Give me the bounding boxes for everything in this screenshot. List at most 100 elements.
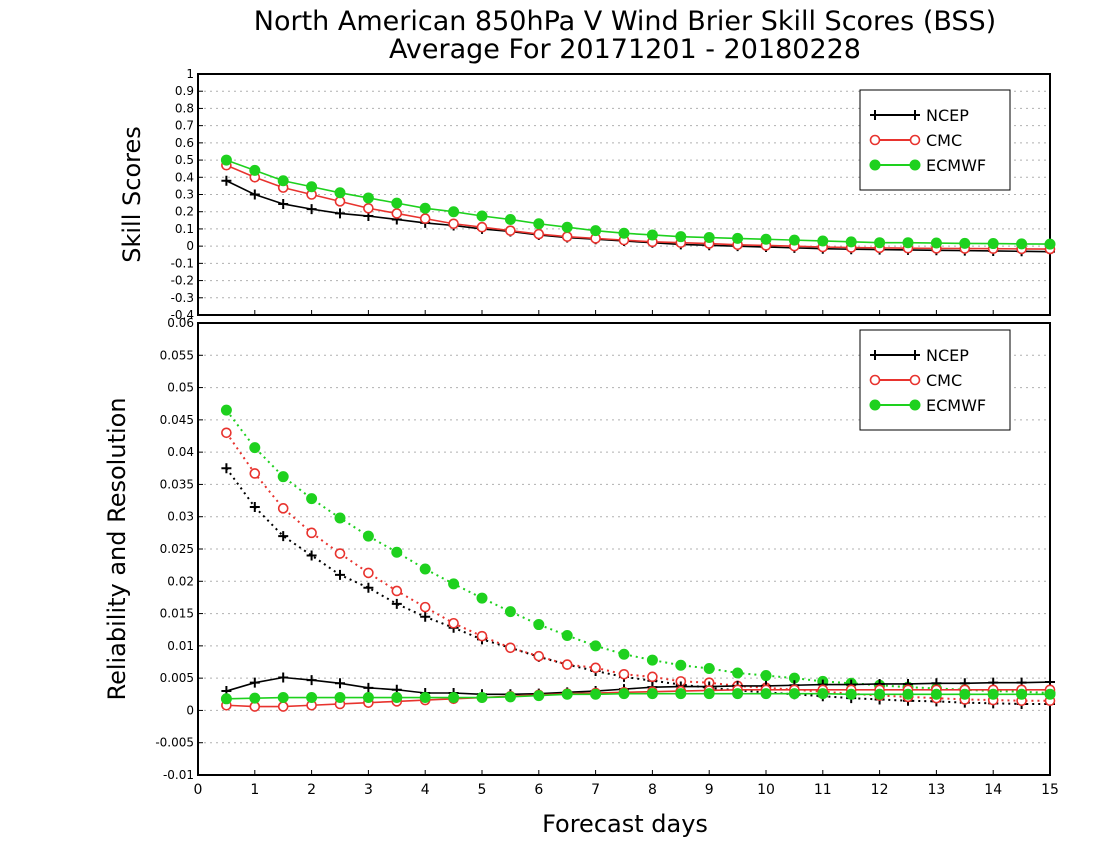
data-point-ncep [278,672,289,683]
y-tick-label: 0.06 [167,316,194,330]
legend-label-ecmwf: ECMWF [926,396,986,415]
data-point-ecmwf [760,233,772,245]
legend: NCEP CMC ECMWF [859,329,1011,431]
data-point-ncep [391,598,402,609]
data-point-ecmwf [419,692,431,704]
data-point-ecmwf [845,236,857,248]
data-point-ncep [306,550,317,561]
data-point-cmc [505,642,516,654]
data-point-cmc [448,218,459,230]
data-point-ecmwf [590,688,602,700]
y-tick-label: -0.2 [171,274,194,288]
legend-marker-ncep [910,350,920,360]
y-tick-label: -0.01 [163,768,194,782]
data-point-ecmwf [1044,688,1056,700]
y-tick-label: 0.025 [160,542,194,556]
y-tick-label: 0.045 [160,413,194,427]
data-point-ncep [221,463,232,474]
series-line-cmc-dotted [225,432,1050,702]
data-point-ecmwf [930,688,942,700]
x-tick-label: 2 [307,782,316,798]
data-point-ecmwf [334,512,346,524]
x-tick-label: 6 [534,782,543,798]
data-point-ecmwf [220,154,232,166]
data-point-ecmwf [277,692,289,704]
data-point-cmc [363,567,374,579]
data-point-ncep [363,682,374,693]
data-point-ecmwf [334,187,346,199]
data-point-ecmwf [590,225,602,237]
data-point-ecmwf [306,493,318,505]
data-point-ecmwf [817,235,829,247]
legend-label-cmc: CMC [926,131,962,150]
data-point-ecmwf [618,227,630,239]
data-point-ecmwf [845,688,857,700]
data-point-ecmwf [703,662,715,674]
x-tick-label: 3 [364,782,373,798]
y-tick-label: 0.035 [160,477,194,491]
data-point-ecmwf [959,688,971,700]
y-tick-label: 0.5 [175,153,194,167]
data-point-ecmwf [987,688,999,700]
plot-frame [197,322,1051,776]
y-tick-label: 1 [186,67,194,81]
y-tick-label: 0.9 [175,84,194,98]
data-point-ecmwf [760,670,772,682]
data-point-ecmwf [646,654,658,666]
data-point-cmc [334,548,346,559]
chart-subtitle: Average For 20171201 - 20180228 [389,34,861,65]
data-point-cmc [448,617,459,629]
data-point-cmc [590,662,601,674]
x-tick-label: 10 [757,782,775,798]
x-tick-label: 12 [871,782,889,798]
data-point-cmc [533,650,545,662]
data-point-ecmwf [902,237,914,249]
data-point-ecmwf [987,238,999,250]
data-point-cmc [363,202,374,214]
data-point-cmc [391,208,403,219]
data-point-ecmwf [391,546,403,558]
chart-title: North American 850hPa V Wind Brier Skill… [254,6,996,37]
data-point-ecmwf [561,688,573,700]
data-point-ecmwf [220,693,232,705]
x-tick-label: 9 [705,782,714,798]
data-point-cmc [221,427,232,439]
y-tick-label: 0.055 [160,348,194,362]
data-point-ecmwf [618,688,630,700]
data-point-ncep [306,675,317,686]
data-point-cmc [277,701,289,712]
data-point-ecmwf [448,206,460,218]
legend: NCEP CMC ECMWF [859,89,1011,191]
series-line-ncep-dotted [225,467,1050,705]
data-point-ecmwf [561,630,573,642]
y-tick-label: 0.015 [160,607,194,621]
data-point-cmc [476,630,488,642]
data-point-ecmwf [930,237,942,249]
data-point-ecmwf [561,221,573,233]
data-point-ecmwf [306,692,318,704]
y-tick-label: 0.1 [175,222,194,236]
y-tick-label: -0.4 [171,308,194,322]
y-tick-label: 0.2 [175,205,194,219]
data-point-ncep [249,502,260,513]
y-tick-label: 0.03 [167,510,194,524]
data-point-ecmwf [448,578,460,590]
data-point-ecmwf [703,688,715,700]
data-point-ecmwf [788,234,800,246]
data-point-ecmwf [874,237,886,249]
reliability-resolution-panel: -0.01 -0.005 0 0.005 0.01 0.015 0.02 0.025 0.03 0… [103,316,1059,798]
y-tick-label: 0.005 [160,671,194,685]
data-point-ncep [335,678,345,689]
data-point-ecmwf [618,648,630,660]
data-point-ecmwf [249,692,261,704]
x-tick-label: 15 [1041,782,1059,798]
y-tick-label: 0.8 [175,101,194,115]
data-point-ncep [335,208,345,219]
legend-label-ecmwf: ECMWF [926,156,986,175]
y-tick-label: 0.01 [167,639,194,653]
data-point-ecmwf [902,688,914,700]
y-tick-label: 0 [186,239,194,253]
data-point-ecmwf [675,231,687,243]
data-point-ecmwf [646,229,658,241]
